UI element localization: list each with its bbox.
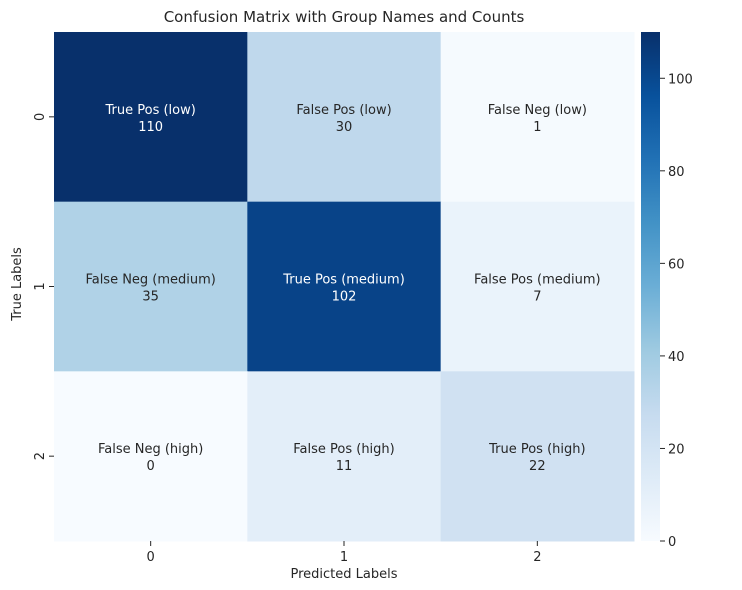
x-axis-label: Predicted Labels	[290, 567, 397, 582]
y-tick-label: 1	[33, 282, 48, 290]
cell-group-name: True Pos (high)	[488, 442, 585, 457]
cell-rect	[54, 32, 248, 203]
x-tick-label: 2	[533, 550, 541, 565]
cell-rect	[54, 371, 248, 542]
y-axis-ticks: 0 1 2	[33, 113, 54, 460]
x-tick-label: 0	[147, 550, 155, 565]
cell-rect	[247, 371, 442, 542]
colorbar-tick-label: 20	[668, 442, 685, 457]
cell-count: 7	[533, 290, 541, 305]
heatmap-cell: False Pos (medium) 7	[440, 201, 635, 372]
cell-group-name: False Pos (low)	[296, 103, 391, 118]
colorbar-tick-label: 60	[668, 257, 685, 272]
cell-group-name: False Neg (low)	[488, 103, 587, 118]
cell-count: 35	[142, 290, 159, 305]
heatmap-cell: True Pos (low) 110	[54, 32, 248, 203]
cell-group-name: False Neg (high)	[98, 442, 203, 457]
cell-count: 11	[336, 459, 353, 474]
cell-group-name: True Pos (medium)	[282, 273, 405, 288]
cell-rect	[247, 201, 442, 372]
cell-rect	[440, 201, 635, 372]
heatmap-cell: False Neg (high) 0	[54, 371, 248, 542]
y-tick-label: 0	[33, 113, 48, 121]
x-axis-ticks: 0 1 2	[147, 541, 541, 565]
x-tick-label: 1	[340, 550, 348, 565]
cell-count: 22	[529, 459, 546, 474]
heatmap-cell: True Pos (high) 22	[440, 371, 635, 542]
heatmap-cell: False Neg (medium) 35	[54, 201, 248, 372]
cell-count: 102	[332, 290, 357, 305]
cell-group-name: False Neg (medium)	[85, 273, 215, 288]
colorbar-tick-label: 100	[668, 72, 693, 87]
heatmap-cell: False Pos (low) 30	[247, 32, 442, 203]
cell-count: 1	[533, 120, 541, 135]
cell-group-name: True Pos (low)	[105, 103, 196, 118]
cell-rect	[247, 32, 442, 203]
colorbar-tick-label: 0	[668, 535, 676, 550]
heatmap-cell: True Pos (medium) 102	[247, 201, 442, 372]
colorbar-tick-label: 80	[668, 165, 685, 180]
cell-group-name: False Pos (high)	[293, 442, 395, 457]
heatmap-cell: False Pos (high) 11	[247, 371, 442, 542]
colorbar-tick-label: 40	[668, 350, 685, 365]
cell-count: 30	[336, 120, 353, 135]
y-tick-label: 2	[33, 452, 48, 460]
cell-rect	[440, 371, 635, 542]
cell-count: 0	[147, 459, 155, 474]
cell-rect	[440, 32, 635, 203]
cell-count: 110	[138, 120, 163, 135]
colorbar-ticks: 0 20 40 60 80 100	[660, 72, 693, 550]
cell-rect	[54, 201, 248, 372]
cell-group-name: False Pos (medium)	[474, 273, 601, 288]
colorbar	[641, 32, 660, 541]
chart-title: Confusion Matrix with Group Names and Co…	[164, 8, 525, 26]
heatmap-cell: False Neg (low) 1	[440, 32, 635, 203]
y-axis-label: True Labels	[10, 247, 25, 322]
